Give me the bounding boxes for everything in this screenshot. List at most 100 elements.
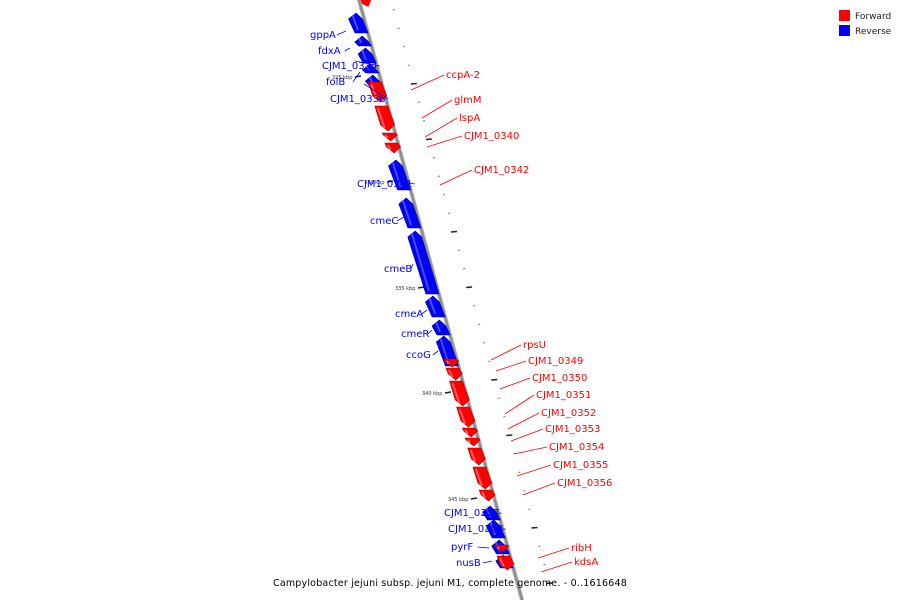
gene-label-cjm1-0357: CJM1_0357 [444, 508, 499, 519]
gene-highlight [474, 468, 483, 487]
gene-label-ccog: ccoG [406, 350, 431, 361]
kbp-tick [444, 391, 452, 394]
kbp-tick [417, 286, 425, 289]
gene-label-cjm1-0340: CJM1_0340 [464, 131, 519, 142]
scale-tick [417, 101, 420, 103]
gene-label-kdsa: kdsA [574, 557, 598, 568]
gene-highlight [391, 161, 402, 188]
tick-layer: 325 kbp 330 kbp 335 kbp 340 kbp 345 kbp [332, 9, 553, 585]
gene-highlight [448, 369, 454, 378]
gene-label-rpsu: rpsU [523, 340, 546, 351]
gene-leader-pyrf [477, 546, 490, 549]
gene-label-cmec: cmeC [370, 216, 398, 227]
scale-tick [397, 27, 400, 29]
gene-label-cmeb: cmeB [384, 264, 412, 275]
gene-label-cjm1-0356: CJM1_0356 [557, 478, 612, 489]
gene-highlight [365, 65, 370, 71]
kbp-tick [470, 497, 478, 500]
kbp-label: 330 kbp [364, 180, 384, 186]
gene-leader-cmec [396, 216, 405, 222]
gene-leader-cjm1-0356 [522, 482, 556, 496]
scale-tick [432, 157, 436, 159]
gene-highlight [361, 49, 368, 61]
scale-tick [518, 471, 521, 473]
gene-leader-cjm1-0342 [439, 169, 473, 186]
gene-leader-gppa [336, 30, 347, 36]
gene-label-pyrf: pyrF [451, 542, 473, 553]
kbp-tick [354, 75, 362, 78]
gene-leader-folb [352, 71, 361, 83]
scale-tick [457, 249, 461, 251]
gene-leader-nusb [482, 560, 493, 564]
gene-leader-cjm1-0336 [363, 83, 389, 100]
gene-leader-cjm1-0353 [510, 428, 544, 442]
scale-tick [422, 120, 425, 122]
kbp-label: 340 kbp [422, 391, 442, 397]
gene-highlight [376, 107, 386, 129]
gene-leader-cjm1-0334 [354, 60, 380, 67]
scale-tick [392, 9, 395, 11]
scale-tick [528, 508, 531, 510]
gene-arrow-fdxa-reverse [354, 35, 373, 47]
gene-label-folb: folB [326, 77, 345, 88]
gene-leader-kdsa [540, 561, 573, 573]
gene-highlight [410, 232, 430, 292]
legend-swatch-reverse [839, 25, 850, 36]
gene-label-nusb: nusB [456, 558, 481, 569]
gene-leader-ribh [537, 547, 570, 559]
gene-arrow-folb-reverse [361, 63, 380, 74]
gene-label-cjm1-0355: CJM1_0355 [553, 460, 608, 471]
scale-tick [543, 564, 546, 566]
scale-tick [407, 64, 410, 66]
gene-highlight [499, 557, 505, 568]
gene-highlight [496, 546, 500, 550]
gene-label-cjm1-0336: CJM1_0336 [330, 94, 385, 105]
gene-highlight [428, 297, 437, 315]
gene-label-ribh: ribH [571, 543, 592, 554]
gene-leader-rpsu [490, 344, 522, 361]
gene-highlight [384, 134, 389, 139]
gene-leader-fdxa [344, 47, 351, 52]
gene-leader-cjm1-0354 [513, 446, 548, 455]
gene-highlight [469, 449, 477, 463]
gene-highlight [451, 382, 461, 404]
gene-highlight [458, 408, 466, 425]
gene-leader-cmea [421, 309, 428, 315]
gene-label-ccpa-2: ccpA-2 [446, 70, 480, 81]
gene-label-cjm1-0342: CJM1_0342 [474, 165, 529, 176]
gene-highlight [464, 429, 469, 435]
gene-highlight [481, 491, 487, 499]
gene-leader-ccog [432, 350, 439, 356]
scale-tick [410, 82, 417, 85]
legend-swatch-forward [839, 10, 850, 21]
legend: Forward Reverse [839, 10, 892, 37]
kbp-label: 345 kbp [448, 497, 468, 503]
scale-tick [491, 378, 498, 381]
gene-highlight [370, 83, 378, 100]
gene-highlight [386, 144, 392, 151]
gene-highlight [467, 439, 471, 444]
gene-fragment-top [360, 0, 372, 7]
scale-tick [447, 212, 451, 214]
gene-label-gppa: gppA [310, 30, 336, 41]
gene-leader-cjm1-0352 [507, 412, 540, 430]
gene-highlight [485, 507, 492, 518]
scale-tick [546, 582, 553, 585]
gene-label-lspa: lspA [459, 113, 480, 124]
gene-leader-cjm1-0355 [516, 464, 552, 477]
gene-leader-ccpa-2 [410, 74, 445, 91]
scale-tick [503, 416, 506, 418]
gene-layer [348, 0, 515, 571]
gene-label-cjm1-0349: CJM1_0349 [528, 356, 583, 367]
gene-leader-cjm1-0349 [495, 360, 527, 372]
gene-highlight [357, 37, 363, 44]
kbp-label: 325 kbp [332, 75, 352, 81]
gene-highlight [435, 321, 441, 333]
scale-tick [462, 268, 466, 270]
scale-tick [478, 323, 481, 325]
gene-leader-cjm1-0340 [426, 135, 463, 148]
scale-tick [473, 305, 476, 307]
gene-label-cjm1-0341: CJM1_0341 [357, 179, 412, 190]
scale-tick [531, 526, 538, 529]
